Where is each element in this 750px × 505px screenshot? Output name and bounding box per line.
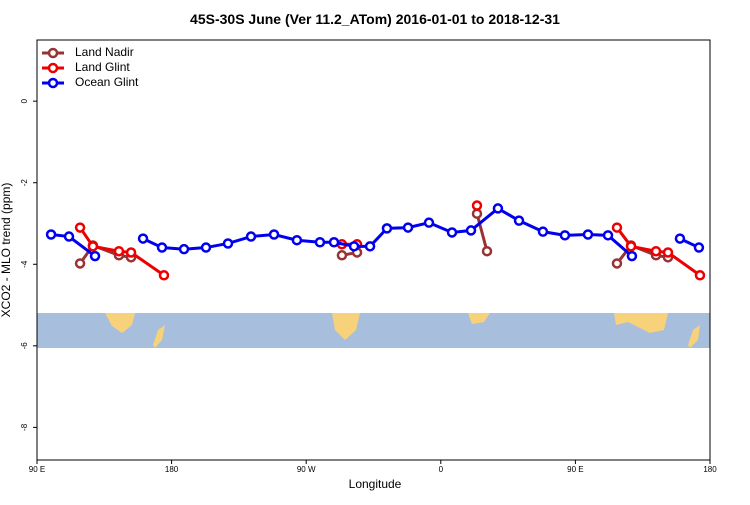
x-tick-label: 90 W (297, 465, 316, 474)
plot-frame (36, 39, 711, 461)
x-axis-label: Longitude (349, 477, 402, 491)
point (178, 243, 190, 255)
point (291, 234, 303, 246)
y-axis-label: XCO2 - MLO trend (ppm) (0, 183, 13, 318)
ocean (37, 313, 710, 348)
map-band (37, 313, 710, 348)
y-tick-label: -4 (20, 260, 29, 268)
legend-marker (47, 77, 59, 89)
point (492, 203, 504, 214)
point (158, 270, 170, 281)
point (481, 245, 493, 257)
point (314, 237, 326, 248)
point (446, 227, 458, 238)
legend-label: Land Glint (75, 60, 130, 74)
land (153, 325, 165, 348)
point (74, 222, 86, 233)
x-tick-label: 90 E (29, 465, 45, 474)
series-line (78, 213, 669, 265)
x-tick-label: 180 (703, 465, 717, 474)
point (348, 241, 360, 252)
point (125, 247, 137, 258)
point (559, 230, 571, 241)
point (693, 242, 705, 253)
chart-title: 45S-30S June (Ver 11.2_ATom) 2016-01-01 … (190, 11, 560, 27)
point (537, 226, 549, 237)
point (650, 245, 662, 257)
point (222, 238, 234, 249)
land (468, 313, 490, 324)
legend-label: Ocean Glint (75, 75, 139, 89)
point (137, 233, 149, 244)
point (625, 241, 637, 252)
point (582, 229, 594, 240)
point (245, 231, 257, 242)
point (471, 200, 483, 211)
x-tick-label: 90 E (567, 465, 583, 474)
y-tick-label: 0 (20, 98, 29, 103)
legend-marker (47, 47, 59, 59)
point (156, 242, 168, 253)
point (87, 241, 99, 252)
point (113, 245, 125, 257)
x-tick-label: 180 (165, 465, 179, 474)
land (614, 313, 668, 333)
point (465, 225, 477, 236)
point (63, 231, 75, 242)
point (364, 241, 376, 252)
point (45, 229, 57, 240)
point (611, 258, 623, 269)
point (662, 247, 674, 258)
point (336, 250, 348, 261)
point (74, 258, 86, 269)
point (626, 250, 638, 262)
point (602, 230, 614, 241)
point (402, 222, 414, 233)
y-tick-label: -8 (20, 423, 29, 431)
point (423, 217, 435, 228)
x-tick-label: 0 (439, 465, 444, 474)
y-tick-label: -2 (20, 179, 29, 187)
point (611, 222, 623, 233)
land (332, 313, 360, 340)
land (688, 325, 700, 348)
point (200, 242, 212, 253)
land (105, 313, 135, 333)
point (513, 215, 525, 226)
y-tick-label: -6 (20, 342, 29, 350)
point (471, 208, 483, 219)
legend-marker (47, 62, 59, 74)
point (89, 250, 101, 262)
point (268, 229, 280, 240)
point (674, 233, 686, 244)
legend-label: Land Nadir (75, 45, 134, 59)
point (694, 270, 706, 281)
series-line (50, 206, 700, 258)
point (328, 237, 340, 248)
point (381, 223, 393, 234)
